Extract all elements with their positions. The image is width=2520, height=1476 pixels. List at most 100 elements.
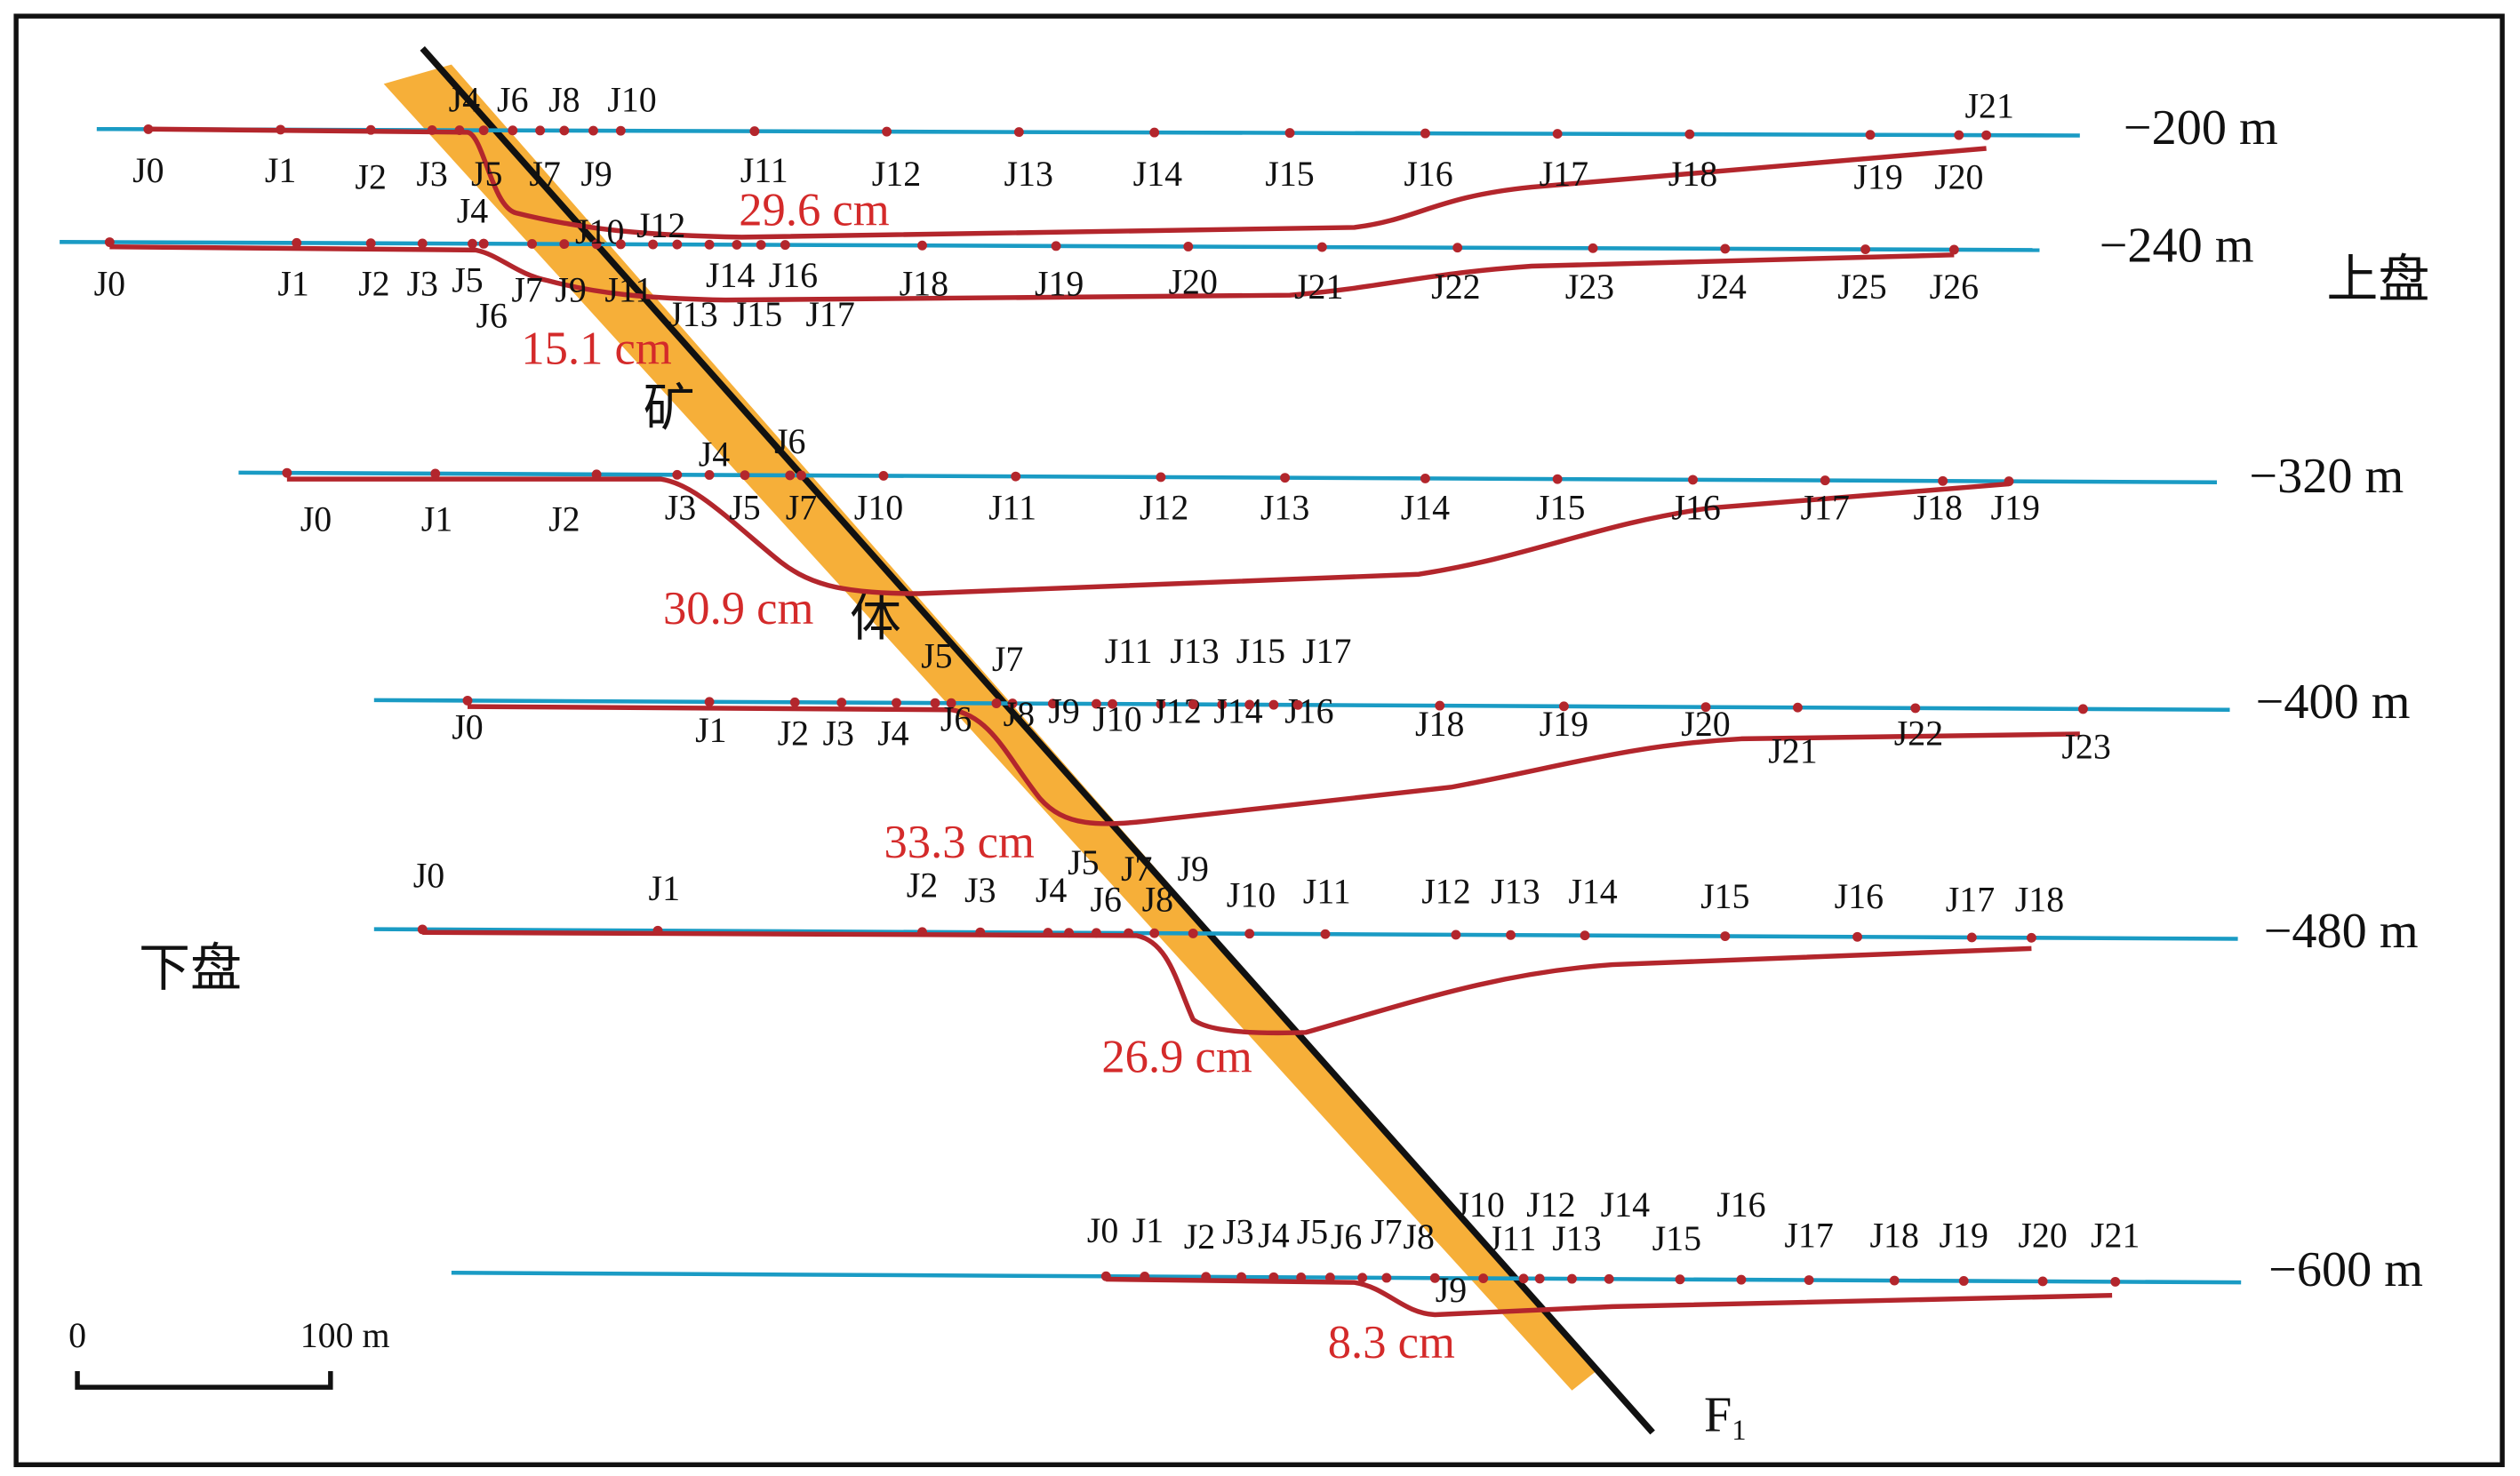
point-label: J0 <box>94 263 125 303</box>
scale-bar <box>75 1371 333 1390</box>
subsidence-curve <box>467 704 2080 826</box>
point-label: J6 <box>1331 1217 1362 1257</box>
point-label: J12 <box>1526 1185 1575 1225</box>
point-label: J2 <box>548 499 580 539</box>
survey-point <box>427 125 437 135</box>
footwall-label: 下盘 <box>139 937 242 998</box>
point-label: J8 <box>1403 1217 1434 1257</box>
survey-point <box>648 239 659 250</box>
survey-point <box>704 239 715 250</box>
survey-point <box>652 925 663 936</box>
subsidence-label: 26.9 cm <box>1101 1032 1252 1083</box>
point-label: J6 <box>774 421 805 461</box>
point-label: J7 <box>786 488 817 528</box>
point-label: J3 <box>665 488 696 528</box>
point-label: J19 <box>1991 488 2040 528</box>
point-label: J18 <box>1870 1215 1919 1255</box>
survey-point <box>1244 929 1255 939</box>
survey-point <box>1188 928 1198 938</box>
survey-point <box>1201 1272 1212 1282</box>
survey-point <box>917 240 927 251</box>
point-label: J3 <box>1222 1212 1253 1252</box>
point-label: J2 <box>1184 1217 1215 1257</box>
survey-point <box>1183 242 1194 251</box>
survey-point <box>1954 130 1964 140</box>
survey-point <box>588 125 598 136</box>
survey-point <box>756 240 766 250</box>
survey-point <box>930 698 940 708</box>
point-label: J15 <box>733 294 782 334</box>
survey-point <box>1966 932 1977 943</box>
scale-end: 100 m <box>300 1315 390 1355</box>
point-label: J7 <box>511 270 542 310</box>
point-label: J0 <box>132 150 164 190</box>
survey-point <box>1420 128 1430 139</box>
point-label: J4 <box>877 714 909 754</box>
point-label: J18 <box>1415 704 1464 744</box>
point-label: J16 <box>1835 876 1884 916</box>
point-label: J8 <box>1004 694 1035 734</box>
point-label: J15 <box>1236 631 1285 671</box>
point-label: J12 <box>1152 690 1201 730</box>
survey-point <box>946 698 956 708</box>
survey-point <box>559 125 570 136</box>
survey-point <box>1558 701 1569 712</box>
point-label: J12 <box>1140 488 1188 528</box>
point-label: J4 <box>1258 1215 1290 1255</box>
point-label: J13 <box>1552 1218 1601 1258</box>
survey-point <box>1043 928 1053 937</box>
survey-point <box>1506 929 1516 940</box>
subsidence-label: 8.3 cm <box>1328 1317 1455 1368</box>
point-label: J25 <box>1837 267 1886 307</box>
point-label: J23 <box>1565 267 1614 307</box>
level-label: −400 m <box>2256 674 2411 730</box>
point-label: J20 <box>2018 1215 2067 1255</box>
point-label: J1 <box>421 499 452 539</box>
survey-point <box>1736 1274 1747 1285</box>
survey-point <box>975 927 986 937</box>
point-label: J0 <box>300 499 332 539</box>
point-label: J5 <box>729 488 760 528</box>
point-label: J5 <box>921 636 952 676</box>
survey-point <box>1124 928 1134 938</box>
survey-point <box>1357 1273 1368 1283</box>
subsidence-label: 15.1 cm <box>521 323 672 375</box>
survey-point <box>1792 702 1803 713</box>
survey-point <box>749 126 760 137</box>
survey-point <box>1720 243 1731 254</box>
survey-point <box>417 238 428 249</box>
point-label: J11 <box>740 150 788 190</box>
survey-point <box>1580 930 1590 941</box>
point-label: J7 <box>1371 1212 1402 1252</box>
survey-point <box>1588 243 1598 253</box>
survey-point <box>1518 1273 1529 1284</box>
point-label: J14 <box>1213 690 1262 730</box>
point-label: J22 <box>1431 267 1480 307</box>
point-label: J13 <box>1491 872 1540 912</box>
survey-point <box>1675 1274 1685 1285</box>
survey-point <box>1381 1273 1392 1283</box>
point-label: J15 <box>1652 1218 1701 1258</box>
point-label: J7 <box>529 154 560 194</box>
point-label: J4 <box>1036 870 1068 910</box>
survey-point <box>1534 1273 1545 1284</box>
survey-point <box>1567 1273 1577 1284</box>
point-label: J1 <box>265 150 296 190</box>
scale-start: 0 <box>68 1315 86 1355</box>
point-label: J13 <box>1004 154 1053 194</box>
survey-point <box>1156 472 1166 483</box>
survey-point <box>672 239 683 250</box>
survey-point <box>1720 931 1731 941</box>
point-label: J21 <box>1965 86 2014 126</box>
point-label: J23 <box>2061 726 2110 766</box>
point-label: J2 <box>907 865 938 905</box>
point-label: J1 <box>277 263 308 303</box>
survey-point <box>1292 699 1303 710</box>
survey-point <box>1091 928 1101 938</box>
survey-point <box>1188 699 1198 710</box>
survey-point <box>1452 243 1463 253</box>
point-label: J19 <box>1853 156 1902 196</box>
survey-point <box>1091 698 1101 709</box>
survey-point <box>1860 244 1871 255</box>
